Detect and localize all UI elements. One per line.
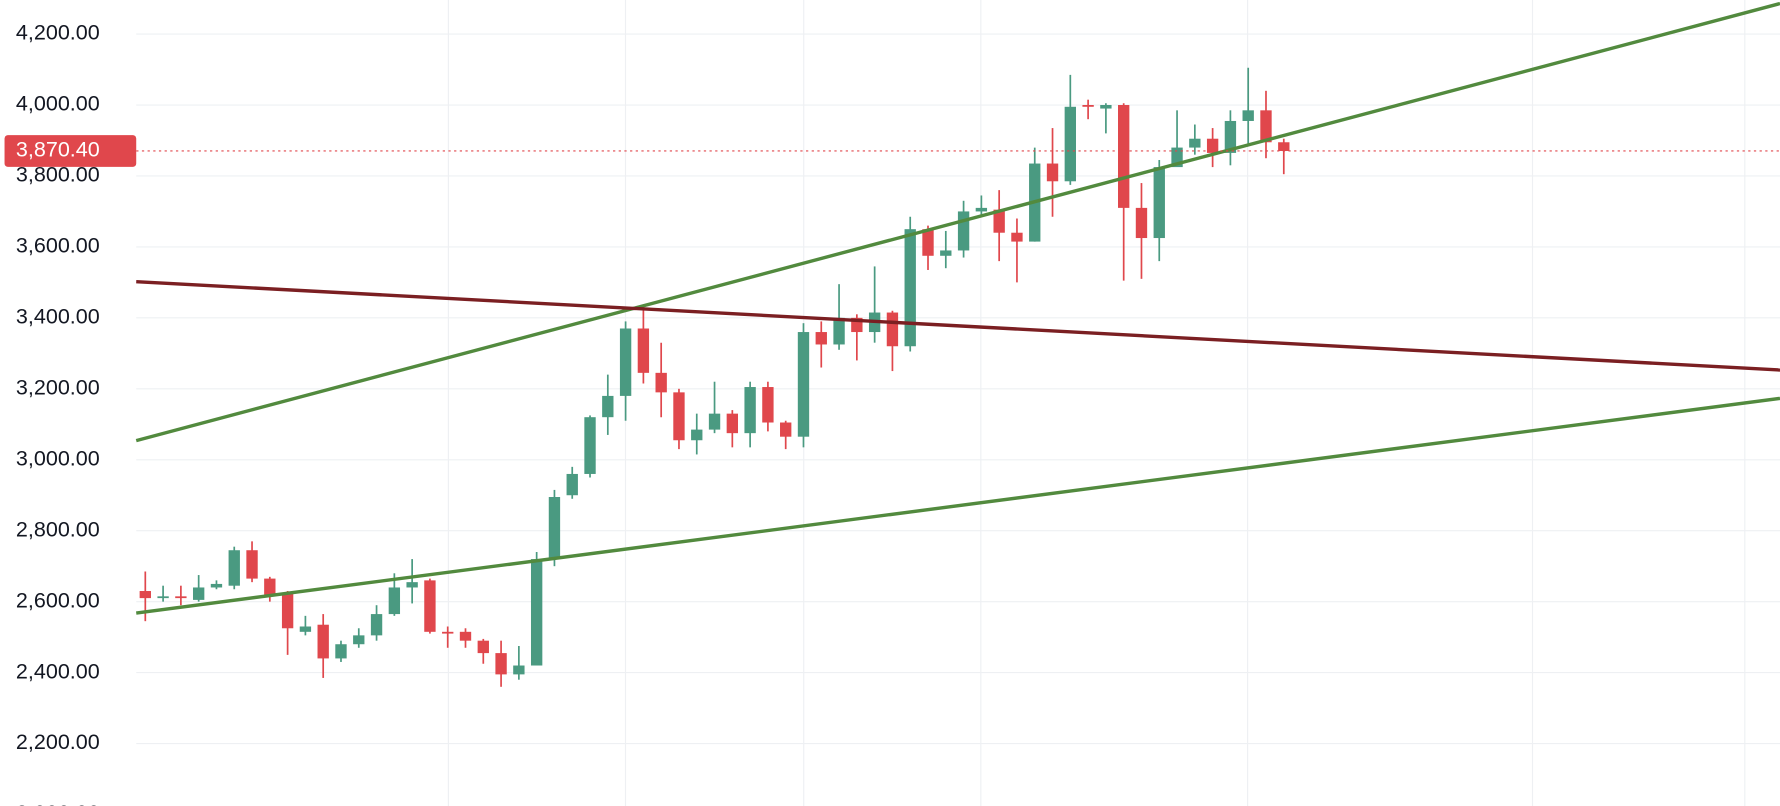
candle-body: [264, 578, 276, 597]
candle-body: [1082, 105, 1094, 107]
candle-body: [281, 592, 294, 629]
candle-body: [192, 587, 205, 600]
y-tick-label: 2,400.00: [16, 658, 100, 683]
vertical-grid: [447, 0, 1746, 806]
trendline: [135, 1, 1780, 443]
candle-body: [1011, 232, 1023, 242]
trendline: [136, 279, 1780, 372]
candle-body: [353, 635, 365, 645]
candle-body: [513, 665, 525, 675]
candle-body: [584, 417, 596, 474]
candle-body: [957, 211, 970, 251]
candle-body: [851, 317, 863, 333]
candle-body: [1100, 105, 1112, 109]
candle-body: [637, 328, 650, 373]
candle-body: [459, 631, 472, 641]
y-tick-label: 3,400.00: [16, 304, 100, 329]
candle-body: [1135, 207, 1148, 239]
candle-body: [797, 332, 810, 437]
candle-body: [228, 550, 240, 586]
candle-body: [335, 644, 347, 659]
candle-body: [210, 583, 223, 588]
candle-body: [530, 559, 543, 666]
candle-body: [370, 614, 383, 636]
candle-body: [780, 422, 792, 437]
candle-body: [246, 550, 258, 579]
candle-body: [566, 473, 578, 496]
candle-body: [975, 207, 988, 212]
y-tick-label: 2,000.00: [16, 800, 100, 806]
candle-body: [886, 312, 899, 347]
candle-body: [673, 392, 685, 441]
candle-body: [1153, 167, 1165, 239]
candle-body: [1046, 163, 1059, 182]
candle-body: [619, 328, 632, 396]
y-tick-label: 4,000.00: [16, 91, 100, 116]
candle-body: [1189, 138, 1201, 148]
candle-body: [691, 429, 703, 441]
candle-body: [548, 497, 561, 560]
candle-body: [1242, 110, 1254, 121]
candle-body: [904, 229, 916, 347]
y-tick-label: 2,800.00: [16, 516, 100, 541]
y-tick-label: 2,200.00: [16, 729, 100, 754]
candle-body: [940, 250, 952, 256]
candle-body: [1224, 120, 1237, 153]
candle-body: [744, 387, 756, 434]
candle-body: [442, 631, 454, 634]
candle-body: [495, 653, 507, 675]
candle-body: [299, 626, 312, 632]
last-price-label: 3,870.40: [16, 137, 100, 162]
candle-body: [388, 587, 401, 615]
candle-body: [726, 413, 739, 434]
candle-body: [424, 580, 436, 632]
candle-body: [406, 582, 418, 588]
y-tick-label: 3,200.00: [16, 374, 100, 399]
candle-body: [993, 209, 1005, 233]
candle-body: [1118, 105, 1130, 208]
candle-body: [1171, 147, 1183, 168]
candle-body: [157, 596, 169, 599]
candle-body: [762, 387, 774, 423]
y-tick-label: 3,600.00: [16, 233, 100, 258]
y-tick-label: 3,000.00: [16, 445, 100, 470]
y-tick-label: 4,200.00: [16, 20, 100, 45]
candle-body: [477, 640, 489, 654]
candle-body: [139, 591, 151, 599]
candle-body: [1064, 106, 1076, 182]
candle-body: [1260, 110, 1272, 143]
candle-body: [1206, 138, 1219, 153]
trendline: [136, 396, 1780, 615]
candle-body: [655, 372, 667, 393]
candle-body: [1278, 142, 1290, 151]
candle-body: [708, 413, 721, 430]
candle-body: [833, 317, 845, 345]
last-price-badge: [4, 135, 137, 167]
candle-body: [317, 624, 329, 659]
candle-body: [175, 596, 187, 599]
candle-body: [602, 395, 614, 418]
candle-body: [815, 332, 827, 345]
candle-body: [922, 229, 934, 256]
y-tick-label: 2,600.00: [16, 587, 100, 612]
